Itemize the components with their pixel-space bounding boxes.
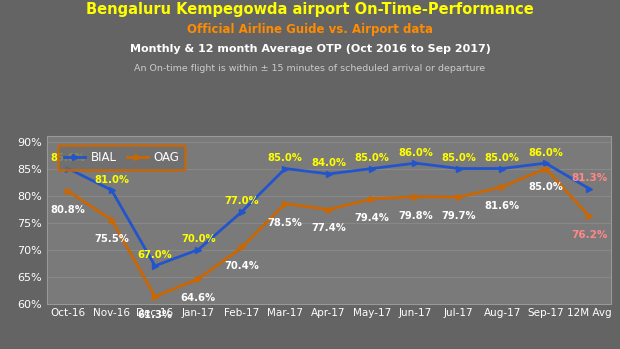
OAG [368,197,376,201]
Text: 84.0%: 84.0% [311,158,346,168]
Text: An On-time flight is within ± 15 minutes of scheduled arrival or departure: An On-time flight is within ± 15 minutes… [135,64,485,73]
OAG [412,194,419,199]
OAG [498,185,506,189]
Text: 76.2%: 76.2% [571,230,607,240]
Text: 81.0%: 81.0% [94,174,129,185]
OAG [281,202,289,206]
Text: 70.4%: 70.4% [224,261,259,271]
Text: 70.0%: 70.0% [181,234,216,244]
Text: 79.4%: 79.4% [355,213,389,223]
BIAL [108,188,115,192]
Text: 67.0%: 67.0% [138,250,172,260]
Text: 86.0%: 86.0% [528,148,563,158]
Text: 75.5%: 75.5% [94,234,129,244]
Legend: BIAL, OAG: BIAL, OAG [58,146,185,170]
Text: 85.0%: 85.0% [441,153,476,163]
BIAL [151,264,159,268]
Text: 85.0%: 85.0% [355,153,389,163]
OAG [151,295,159,299]
OAG [64,189,72,193]
OAG [325,208,332,212]
BIAL [455,166,463,171]
Text: 61.3%: 61.3% [138,311,172,320]
Text: 85.0%: 85.0% [528,183,563,192]
Text: 64.6%: 64.6% [181,293,216,303]
Text: 79.7%: 79.7% [441,211,476,221]
Text: 85.0%: 85.0% [268,153,303,163]
Text: 79.8%: 79.8% [398,210,433,221]
BIAL [64,166,72,171]
Text: 77.4%: 77.4% [311,223,346,233]
BIAL [368,166,376,171]
Text: 80.8%: 80.8% [51,205,86,215]
Line: OAG: OAG [64,165,593,300]
OAG [542,166,549,171]
OAG [585,214,593,218]
BIAL [325,172,332,176]
Text: 85.0%: 85.0% [485,153,520,163]
OAG [195,277,202,281]
Text: 81.6%: 81.6% [485,201,520,211]
BIAL [195,247,202,252]
OAG [108,218,115,222]
Text: 78.5%: 78.5% [268,217,303,228]
Text: Bengaluru Kempegowda airport On-Time-Performance: Bengaluru Kempegowda airport On-Time-Per… [86,2,534,17]
Text: 81.3%: 81.3% [571,173,607,183]
OAG [238,245,246,250]
BIAL [498,166,506,171]
Text: 85.0%: 85.0% [51,153,86,163]
OAG [455,195,463,199]
Text: Monthly & 12 month Average OTP (Oct 2016 to Sep 2017): Monthly & 12 month Average OTP (Oct 2016… [130,44,490,54]
BIAL [542,161,549,165]
BIAL [281,166,289,171]
Text: 86.0%: 86.0% [398,148,433,158]
Text: 77.0%: 77.0% [224,196,259,206]
BIAL [412,161,419,165]
BIAL [238,210,246,214]
BIAL [585,186,593,191]
Text: Official Airline Guide vs. Airport data: Official Airline Guide vs. Airport data [187,23,433,36]
Line: BIAL: BIAL [64,159,593,269]
